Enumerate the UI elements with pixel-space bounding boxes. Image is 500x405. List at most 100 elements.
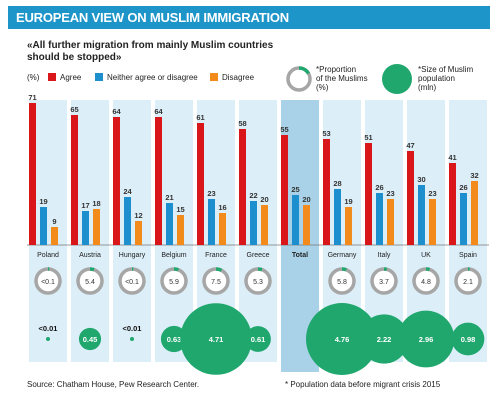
proportion-arc [341,267,347,272]
bar-disagree [219,213,226,245]
bar-neither [334,189,341,245]
bar-neither [250,201,257,245]
legend-size-bubble [382,64,412,94]
bar-value-label: 65 [70,105,78,114]
proportion-label: 5.9 [169,279,179,286]
bar-value-label: 20 [260,195,268,204]
bar-value-label: 25 [291,185,299,194]
proportion-label: <0.1 [125,279,139,286]
bar-agree [281,135,288,245]
proportion-label: 3.7 [379,279,389,286]
bar-disagree [429,199,436,245]
category-label: Austria [79,252,101,259]
bar-value-label: 28 [333,179,341,188]
bar-agree [323,139,330,245]
legend-proportion-arc [298,66,311,75]
bar-neither [124,197,131,245]
bar-disagree [303,205,310,245]
bar-neither [376,193,383,245]
bar-value-label: 24 [123,187,132,196]
legend-size-label: *Size of Muslim [418,65,473,74]
category-label: Spain [459,252,477,259]
bar-value-label: 58 [238,119,246,128]
bar-neither [460,193,467,245]
bar-value-label: 17 [81,201,89,210]
bar-value-label: 61 [196,113,204,122]
population-label: 0.61 [251,335,266,344]
bar-neither [418,185,425,245]
bar-value-label: 41 [448,153,456,162]
proportion-label: 5.8 [337,279,347,286]
legend-size-label: (mln) [418,83,437,92]
bar-value-label: 23 [207,189,215,198]
category-label: Italy [378,252,391,259]
category-label: Germany [328,252,357,259]
category-label: Belgium [161,252,186,259]
population-footnote: * Population data before migrant crisis … [285,380,441,389]
proportion-label: 5.3 [253,279,263,286]
population-label: <0.01 [39,324,58,333]
population-label: 4.71 [209,335,224,344]
bar-disagree [51,227,58,245]
bar-value-label: 12 [134,211,142,220]
legend-agree-swatch [48,73,56,81]
bar-agree [155,117,162,245]
legend-proportion-label: of the Muslims [316,74,368,83]
legend-agree-label: Agree [60,73,82,82]
bar-neither [292,195,299,245]
population-bubble [180,303,252,375]
bar-value-label: 30 [417,175,425,184]
proportion-arc [257,267,263,272]
bar-disagree [177,215,184,245]
bar-neither [208,199,215,245]
population-bubble [245,326,271,352]
bar-value-label: 53 [322,129,330,138]
bar-neither [82,211,89,245]
proportion-label: 4.8 [421,279,431,286]
population-label: 0.98 [461,335,476,344]
y-axis-unit: (%) [27,73,40,82]
chart-subtitle: «All further migration from mainly Musli… [27,40,274,63]
legend-disagree-label: Disagree [222,73,255,82]
population-bubble [160,325,188,353]
bar-agree [407,151,414,245]
proportion-label: 7.5 [211,279,221,286]
bar-value-label: 71 [28,93,36,102]
population-label: <0.01 [123,324,142,333]
bar-disagree [387,199,394,245]
bar-value-label: 20 [302,195,310,204]
category-label: France [205,252,227,259]
proportion-arc [215,267,223,272]
legend-neither-swatch [95,73,103,81]
legend-disagree-swatch [210,73,218,81]
bar-agree [449,163,456,245]
population-bubble [397,310,455,368]
population-label: 2.96 [419,335,434,344]
bar-value-label: 22 [249,191,257,200]
category-label: Hungary [119,252,146,259]
category-label: Total [292,252,308,259]
bar-value-label: 51 [364,133,372,142]
bar-disagree [345,207,352,245]
population-bubble [451,322,485,356]
bar-value-label: 9 [52,217,56,226]
bar-neither [40,207,47,245]
source-note: Source: Chatham House, Pew Research Cent… [27,380,200,389]
bar-disagree [135,221,142,245]
population-bubble [130,337,134,341]
legend-neither-label: Neither agree or disagree [107,73,198,82]
bar-disagree [261,205,268,245]
population-label: 4.76 [335,335,350,344]
bar-agree [239,129,246,245]
bar-value-label: 18 [92,199,100,208]
category-label: UK [421,252,431,259]
bar-agree [113,117,120,245]
bar-agree [71,115,78,245]
proportion-label: 2.1 [463,279,473,286]
population-bubble [359,314,409,364]
bar-disagree [471,181,478,245]
bar-agree [29,103,36,245]
bar-agree [197,123,204,245]
